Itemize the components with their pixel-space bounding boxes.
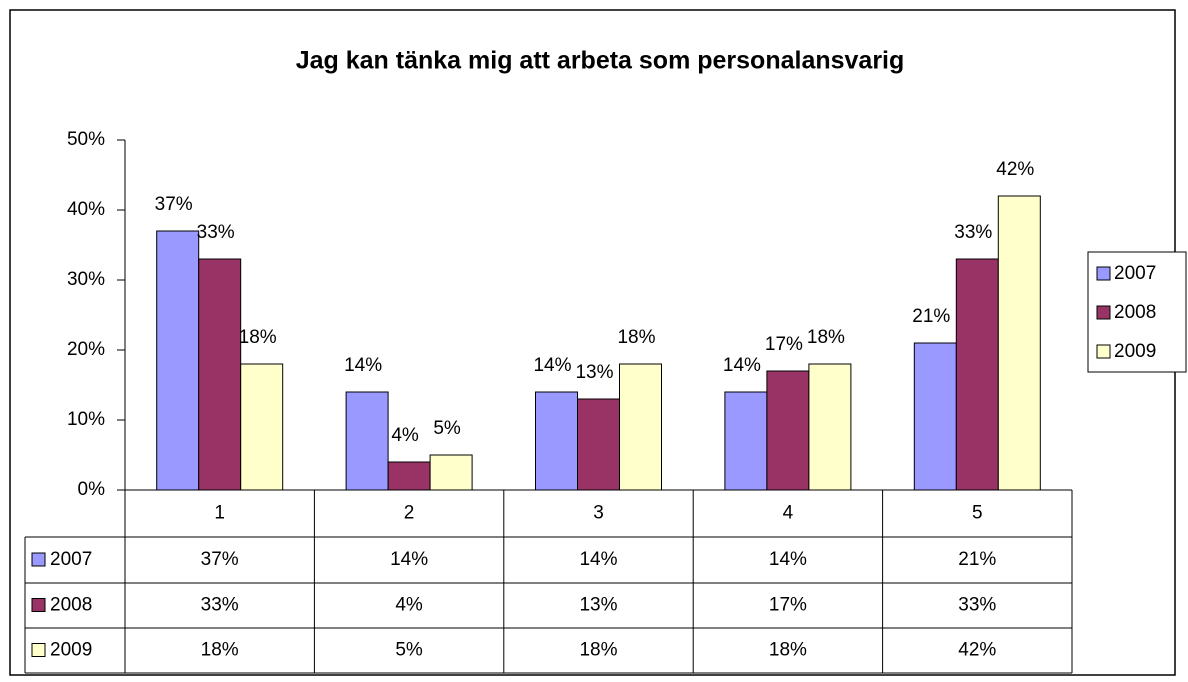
table-series-name: 2007 (50, 549, 92, 570)
table-cell: 18% (769, 640, 807, 661)
y-tick-label: 50% (67, 129, 105, 150)
chart-title: Jag kan tänka mig att arbeta som persona… (296, 47, 905, 75)
legend-label: 2007 (1114, 263, 1156, 284)
data-label: 42% (996, 159, 1034, 180)
table-series-name: 2009 (50, 640, 92, 661)
data-label: 17% (765, 334, 803, 355)
legend-label: 2009 (1114, 341, 1156, 362)
x-tick-label: 5 (972, 503, 983, 524)
table-cell: 17% (769, 595, 807, 616)
y-tick-label: 0% (78, 479, 106, 500)
table-legend-key (31, 552, 46, 567)
bar (156, 230, 200, 491)
table-cell: 4% (395, 595, 423, 616)
table-cell: 14% (769, 549, 807, 570)
bar (955, 258, 999, 491)
data-label: 18% (239, 327, 277, 348)
data-label: 33% (197, 222, 235, 243)
bar (724, 391, 768, 491)
data-label: 37% (155, 194, 193, 215)
y-tick-label: 30% (67, 269, 105, 290)
bar (429, 454, 473, 491)
bar (766, 370, 810, 491)
table-legend-key (31, 643, 46, 657)
x-tick-label: 2 (404, 503, 415, 524)
bar (997, 195, 1041, 491)
x-tick-label: 1 (214, 503, 225, 524)
y-tick-label: 20% (67, 339, 105, 360)
bar (198, 258, 242, 491)
bar (535, 391, 578, 491)
x-tick-label: 4 (783, 503, 794, 524)
data-label: 4% (391, 425, 419, 446)
table-cell: 5% (395, 640, 423, 661)
table-cell: 33% (958, 595, 996, 616)
bar (240, 363, 284, 491)
data-label: 14% (723, 355, 761, 376)
data-label: 14% (344, 355, 382, 376)
bar (913, 342, 957, 491)
bar (577, 398, 620, 491)
data-label: 18% (617, 327, 655, 348)
data-label: 21% (912, 306, 950, 327)
bar (387, 461, 431, 491)
legend-key (1096, 266, 1111, 281)
legend-key (1096, 344, 1111, 359)
bar (345, 391, 389, 491)
table-cell: 13% (579, 595, 617, 616)
table-series-name: 2008 (50, 595, 92, 616)
table-cell: 33% (201, 595, 239, 616)
table-cell: 14% (390, 549, 428, 570)
data-label: 13% (575, 362, 613, 383)
y-tick-label: 10% (67, 409, 105, 430)
y-tick-label: 40% (67, 199, 105, 220)
table-cell: 14% (579, 549, 617, 570)
data-label: 5% (433, 418, 461, 439)
x-tick-label: 3 (593, 503, 604, 524)
data-label: 33% (954, 222, 992, 243)
data-label: 14% (533, 355, 571, 376)
table-cell: 42% (958, 640, 996, 661)
legend-key (1096, 305, 1111, 320)
bar (619, 363, 662, 491)
table-cell: 18% (201, 640, 239, 661)
data-label: 18% (807, 327, 845, 348)
legend-label: 2008 (1114, 302, 1156, 323)
table-cell: 18% (579, 640, 617, 661)
table-cell: 37% (201, 549, 239, 570)
table-cell: 21% (958, 549, 996, 570)
table-legend-key (31, 598, 46, 612)
bar (808, 363, 852, 491)
